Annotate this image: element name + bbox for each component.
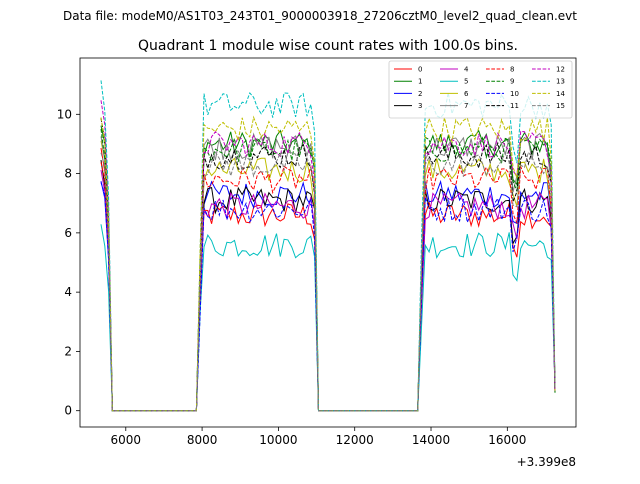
- x-axis-offset-label: +3.399e8: [517, 455, 576, 469]
- series-lines: [100, 80, 556, 412]
- y-tick-label-0: 0: [64, 404, 72, 418]
- x-tick-label-10000: 10000: [259, 433, 297, 447]
- x-tick-label-6000: 6000: [111, 433, 142, 447]
- legend-label-10: 10: [510, 90, 519, 98]
- legend-label-7: 7: [464, 102, 468, 110]
- x-tick-label-14000: 14000: [412, 433, 450, 447]
- legend-label-12: 12: [556, 66, 565, 74]
- legend-box: [388, 60, 573, 119]
- legend-label-6: 6: [464, 90, 469, 98]
- legend-label-13: 13: [556, 78, 565, 86]
- y-tick-label-10: 10: [57, 107, 72, 121]
- legend-label-0: 0: [418, 66, 422, 74]
- series-line-15: [100, 151, 556, 412]
- x-tick-label-8000: 8000: [187, 433, 218, 447]
- x-tick-label-12000: 12000: [336, 433, 374, 447]
- legend-label-8: 8: [510, 66, 514, 74]
- y-tick-label-6: 6: [64, 226, 72, 240]
- legend-label-15: 15: [556, 102, 565, 110]
- legend-label-9: 9: [510, 78, 514, 86]
- x-tick-label-16000: 16000: [488, 433, 526, 447]
- legend-label-3: 3: [418, 102, 422, 110]
- series-line-14: [100, 115, 556, 412]
- y-tick-label-8: 8: [64, 167, 72, 181]
- legend-label-2: 2: [418, 90, 422, 98]
- legend-label-14: 14: [556, 90, 565, 98]
- legend-label-4: 4: [464, 66, 469, 74]
- legend-label-1: 1: [418, 78, 422, 86]
- axes-frame: [79, 57, 577, 428]
- figure-suptitle: Data file: modeM0/AS1T03_243T01_90000039…: [63, 9, 577, 23]
- y-tick-label-2: 2: [64, 344, 72, 358]
- plot-area: 6000 8000 10000 12000 14000 16000024681001234…: [57, 57, 577, 447]
- legend-label-5: 5: [464, 78, 468, 86]
- y-tick-label-4: 4: [64, 285, 72, 299]
- legend-label-11: 11: [510, 102, 519, 110]
- chart-title: Quadrant 1 module wise count rates with …: [138, 38, 518, 54]
